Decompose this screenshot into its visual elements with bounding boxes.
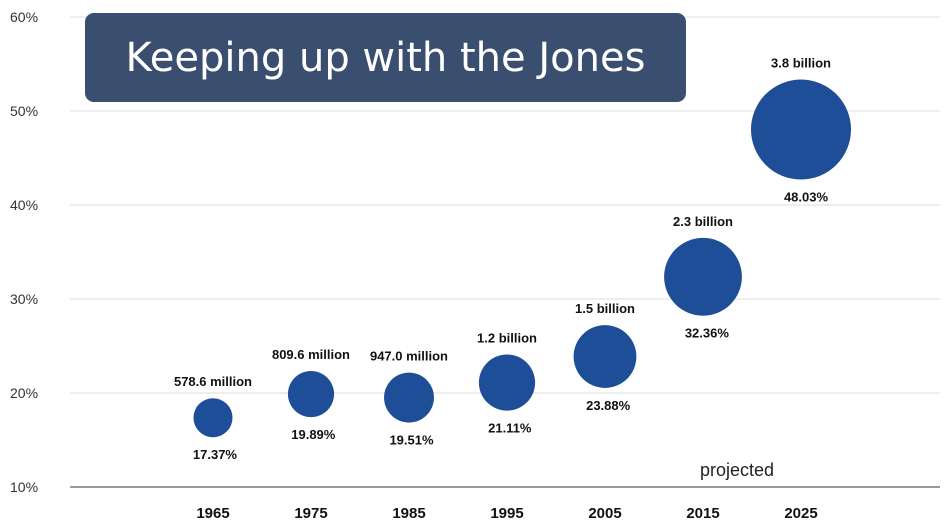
bubble	[193, 398, 233, 438]
bubble	[573, 325, 637, 388]
bubble	[478, 354, 536, 411]
x-tick-label: 1985	[392, 505, 425, 522]
y-tick-label: 40%	[10, 197, 38, 213]
bubble	[751, 79, 851, 180]
y-axis-ticks: 10% 20% 30% 40% 50% 60%	[10, 9, 38, 495]
bubble-value-label: 19.89%	[291, 427, 336, 442]
title-banner: Keeping up with the Jones	[85, 13, 686, 102]
x-tick-label: 2005	[588, 505, 621, 522]
y-tick-label: 60%	[10, 9, 38, 25]
bubble-size-label: 3.8 billion	[771, 56, 831, 71]
x-tick-label: 1995	[490, 505, 523, 522]
bubble-value-label: 21.11%	[488, 421, 532, 436]
bubble-value-label: 32.36%	[685, 326, 730, 341]
bubble-value-label: 17.37%	[193, 447, 238, 462]
x-tick-label: 1975	[294, 505, 327, 522]
bubbles: 578.6 million 17.37% 809.6 million 19.89% 94…	[174, 56, 851, 462]
bubble-value-label: 48.03%	[784, 190, 829, 205]
bubble-size-label: 1.2 billion	[477, 330, 537, 345]
y-tick-label: 30%	[10, 291, 38, 307]
bubble-size-label: 578.6 million	[174, 374, 252, 389]
y-tick-label: 20%	[10, 385, 38, 401]
x-tick-label: 2025	[784, 505, 817, 522]
x-axis-ticks: 1965 1975 1985 1995 2005 2015 2025	[196, 505, 817, 522]
x-tick-label: 2015	[686, 505, 719, 522]
bubble-size-label: 947.0 million	[370, 349, 448, 364]
chart-title: Keeping up with the Jones	[125, 34, 646, 81]
bubble-value-label: 23.88%	[586, 398, 631, 413]
projected-annotation: projected	[700, 460, 774, 480]
bubble	[384, 372, 434, 423]
bubble-size-label: 809.6 million	[272, 347, 350, 362]
bubble	[287, 370, 335, 418]
x-tick-label: 1965	[196, 505, 229, 522]
bubble-size-label: 1.5 billion	[575, 301, 635, 316]
y-tick-label: 10%	[10, 479, 38, 495]
bubble-value-label: 19.51%	[389, 433, 434, 448]
bubble	[664, 237, 742, 316]
bubble-size-label: 2.3 billion	[673, 214, 733, 229]
y-tick-label: 50%	[10, 103, 38, 119]
